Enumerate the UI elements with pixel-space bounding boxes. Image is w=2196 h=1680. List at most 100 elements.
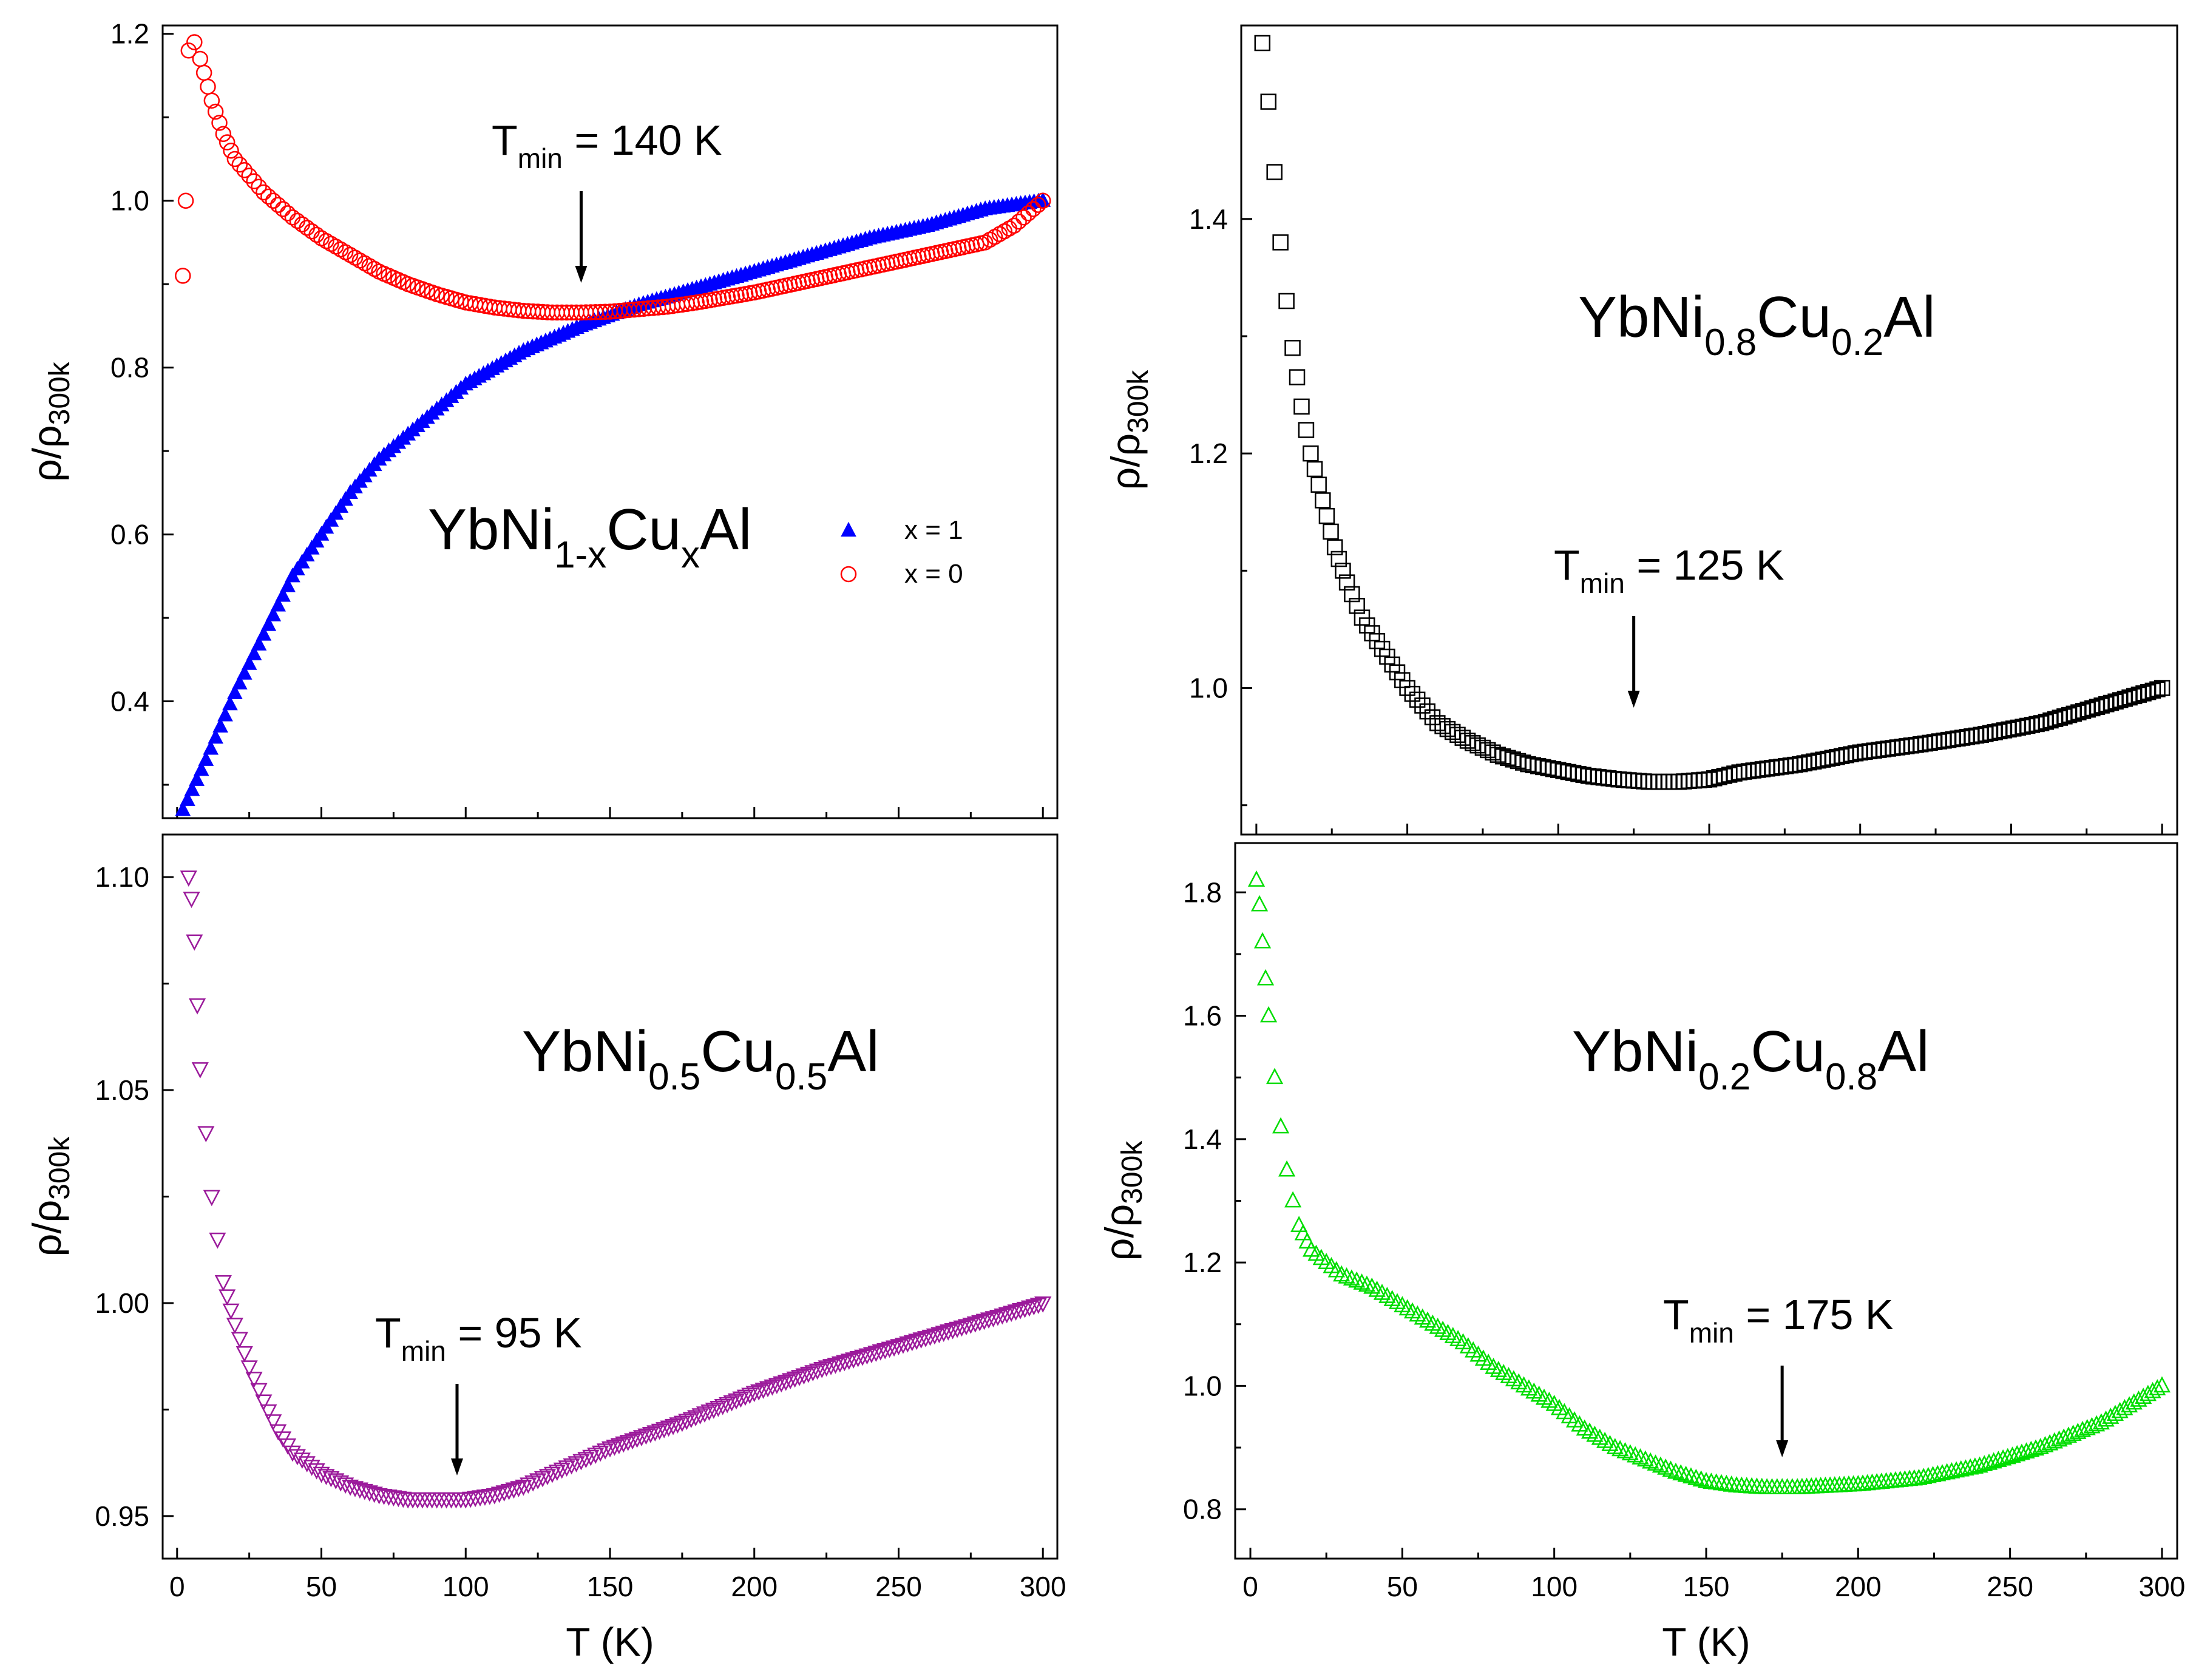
tmin-annotation: Tmin = 125 K <box>1554 541 1784 599</box>
data-point <box>265 1414 282 1431</box>
data-point <box>553 1462 571 1479</box>
data-point <box>438 288 455 305</box>
data-point <box>664 1418 682 1435</box>
data-point <box>637 1428 655 1445</box>
data-point <box>1030 197 1046 213</box>
data-point <box>2125 1393 2143 1410</box>
data-point <box>940 1324 957 1341</box>
data-point <box>912 1332 930 1349</box>
data-point <box>1409 691 1426 708</box>
data-point <box>209 1232 226 1249</box>
data-point <box>577 1452 595 1468</box>
data-point <box>1657 1458 1675 1475</box>
data-point <box>1627 1446 1644 1463</box>
data-point <box>994 1308 1011 1325</box>
data-point <box>217 706 233 722</box>
data-point <box>1924 1466 1942 1483</box>
data-point <box>189 771 205 786</box>
data-point <box>953 1320 971 1337</box>
data-point <box>610 1438 628 1455</box>
data-point <box>1656 773 1672 790</box>
data-point <box>250 1383 268 1400</box>
data-point <box>2102 1407 2120 1424</box>
data-point <box>275 587 291 602</box>
data-point <box>1449 727 1466 743</box>
data-point <box>515 1479 532 1496</box>
data-point <box>495 1485 513 1502</box>
data-point <box>1943 1462 1960 1478</box>
data-point <box>660 1420 677 1437</box>
y-axis-label: ρ/ρ300k <box>1097 1140 1148 1261</box>
data-point <box>773 1376 790 1393</box>
data-point <box>669 1417 686 1434</box>
data-point <box>2149 681 2166 697</box>
data-point <box>226 151 243 168</box>
tmin-annotation: Tmin = 175 K <box>1663 1291 1894 1349</box>
series-0 <box>180 870 1052 1509</box>
data-point <box>223 142 239 159</box>
data-point <box>256 184 272 201</box>
tmin-arrow-head <box>1627 691 1640 708</box>
data-point <box>705 1403 722 1419</box>
data-point <box>1424 709 1441 726</box>
data-point <box>303 223 320 240</box>
tmin-arrow-head <box>450 1458 463 1475</box>
data-point <box>203 1190 220 1207</box>
data-point <box>2116 1399 2133 1415</box>
data-point <box>365 1486 383 1503</box>
data-point <box>186 34 203 50</box>
data-point <box>183 892 200 909</box>
y-tick-label: 1.0 <box>1189 672 1228 704</box>
data-point <box>1266 1068 1284 1085</box>
data-point <box>1011 213 1027 230</box>
data-point <box>2097 1410 2115 1427</box>
data-point <box>727 1393 745 1410</box>
data-point <box>1330 550 1347 567</box>
data-point <box>1590 769 1607 785</box>
data-point <box>274 201 291 217</box>
data-point <box>429 286 445 302</box>
data-point <box>971 1315 989 1332</box>
chart-panel-bottom-left: 0 50 100 150 200 250 300 0.95 1.00 1.05 1.10 ρ/ρ300… <box>24 833 1066 1664</box>
data-point <box>280 577 296 592</box>
data-point <box>899 1336 917 1353</box>
data-point <box>1636 1450 1654 1467</box>
data-point <box>723 1395 740 1412</box>
data-point <box>1691 772 1707 788</box>
data-point <box>1919 1466 1937 1483</box>
y-tick-label: 0.6 <box>110 519 149 550</box>
data-point <box>1671 773 1687 790</box>
data-point <box>241 655 257 670</box>
data-point <box>175 268 191 284</box>
legend: x = 1 x = 0 <box>840 515 963 589</box>
x-axis-label: T (K) <box>566 1619 654 1664</box>
data-point <box>592 1445 609 1462</box>
data-point <box>750 1384 768 1401</box>
panel-title: YbNi0.2Cu0.8Al <box>1572 1019 1930 1098</box>
data-point <box>524 1475 542 1492</box>
data-point <box>1284 340 1301 356</box>
data-point <box>759 1381 777 1398</box>
data-point <box>808 1363 826 1380</box>
data-point <box>1343 1269 1360 1286</box>
data-point <box>246 645 262 660</box>
data-point <box>1020 1300 1039 1317</box>
data-point <box>862 1347 880 1364</box>
y-axis-label: ρ/ρ300k <box>24 361 76 482</box>
data-point <box>1661 773 1677 790</box>
data-point <box>872 1344 889 1361</box>
data-point <box>175 801 191 816</box>
data-point <box>1029 1298 1047 1315</box>
data-point <box>1898 738 1915 754</box>
data-point <box>2149 1379 2166 1395</box>
data-point <box>1759 760 1775 777</box>
data-point <box>1642 1452 1659 1469</box>
data-point <box>215 126 232 142</box>
data-point <box>1768 759 1785 776</box>
data-point <box>207 103 224 120</box>
data-point <box>251 178 267 195</box>
data-point <box>926 1328 943 1345</box>
data-point <box>696 1406 714 1423</box>
data-point <box>628 1431 646 1448</box>
data-point <box>719 1397 736 1414</box>
